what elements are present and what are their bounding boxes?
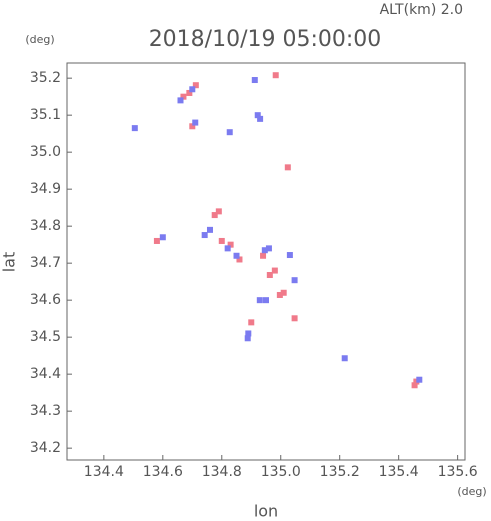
subtitle: ALT(km) 2.0: [380, 2, 463, 18]
point: [189, 123, 196, 130]
point: [260, 252, 267, 259]
point: [192, 119, 199, 126]
y-tick-label: 35.2: [30, 70, 61, 86]
x-unit: (deg): [457, 485, 486, 498]
x-axis-label: lon: [254, 502, 278, 521]
point: [257, 115, 264, 122]
point: [416, 376, 423, 383]
point: [280, 289, 287, 296]
point: [245, 330, 252, 337]
point: [218, 237, 225, 244]
point: [224, 245, 231, 252]
plot-frame: [66, 62, 466, 461]
point: [286, 252, 293, 259]
point: [189, 86, 196, 93]
point: [251, 77, 258, 84]
point: [159, 234, 166, 241]
point: [254, 112, 261, 119]
chart-title: 2018/10/19 05:00:00: [149, 27, 382, 52]
point: [153, 237, 160, 244]
point: [266, 272, 273, 279]
point: [256, 297, 263, 304]
x-tick-label: 135.2: [320, 464, 360, 480]
y-tick-label: 35.1: [30, 107, 61, 123]
y-tick-label: 34.2: [30, 440, 61, 456]
point: [284, 164, 291, 171]
point: [265, 245, 272, 252]
y-tick-label: 34.4: [30, 366, 61, 382]
point: [215, 208, 222, 215]
point: [291, 315, 298, 322]
point: [227, 241, 234, 248]
point: [177, 97, 184, 104]
point: [271, 267, 278, 274]
point: [411, 382, 418, 389]
y-tick-label: 34.6: [30, 292, 61, 308]
x-tick-label: 135.0: [261, 464, 301, 480]
point: [272, 72, 279, 79]
point: [276, 291, 283, 298]
point: [186, 89, 193, 96]
point: [236, 256, 243, 263]
point: [341, 355, 348, 362]
y-axis-label: lat: [0, 252, 19, 273]
y-tick-label: 34.3: [30, 403, 61, 419]
x-tick-label: 135.4: [379, 464, 419, 480]
point: [201, 232, 208, 239]
point: [248, 319, 255, 326]
x-tick-label: 135.6: [438, 464, 478, 480]
point: [192, 82, 199, 89]
point: [261, 247, 268, 254]
y-tick-label: 35.0: [30, 144, 61, 160]
point: [226, 129, 233, 136]
point: [263, 297, 269, 304]
x-tick-label: 134.8: [202, 464, 242, 480]
point: [180, 93, 187, 100]
point: [291, 277, 298, 284]
y-tick-label: 34.8: [30, 218, 61, 234]
y-tick-label: 34.9: [30, 181, 61, 197]
point: [131, 125, 138, 132]
point: [211, 212, 218, 219]
point: [206, 226, 213, 233]
point: [233, 252, 240, 259]
y-unit: (deg): [25, 33, 54, 46]
y-tick-label: 34.7: [30, 255, 61, 271]
point: [244, 335, 251, 342]
x-tick-label: 134.6: [143, 464, 183, 480]
y-tick-label: 34.5: [30, 329, 61, 345]
x-tick-label: 134.4: [84, 464, 124, 480]
